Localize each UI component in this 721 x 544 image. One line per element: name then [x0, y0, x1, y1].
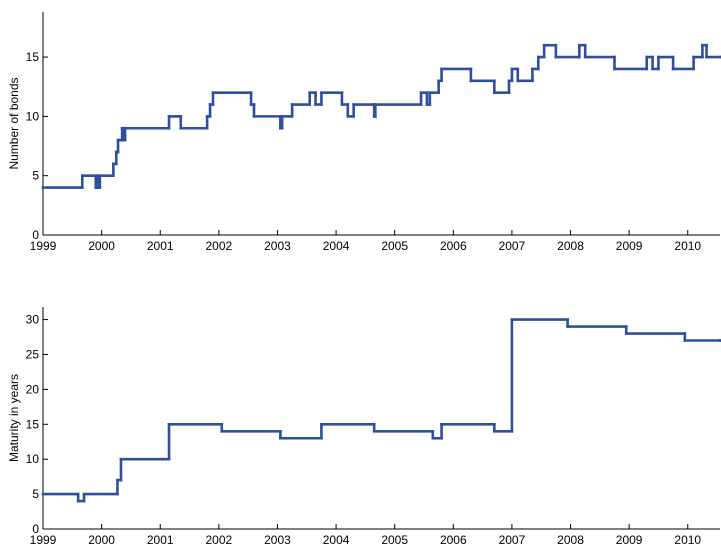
y-axis-label: Number of bonds — [7, 77, 21, 169]
y-tick-label: 20 — [26, 382, 40, 396]
y-tick-label: 5 — [32, 487, 39, 501]
x-tick-label: 2003 — [264, 533, 291, 544]
y-tick-label: 0 — [32, 228, 39, 242]
y-tick-label: 5 — [32, 169, 39, 183]
x-tick-label: 2006 — [440, 533, 467, 544]
x-tick-label: 2003 — [264, 239, 291, 253]
x-tick-label: 1999 — [30, 239, 57, 253]
x-tick-label: 2007 — [499, 533, 526, 544]
x-tick-label: 2004 — [323, 533, 350, 544]
x-tick-label: 2000 — [88, 239, 115, 253]
x-tick-label: 2004 — [323, 239, 350, 253]
x-tick-label: 1999 — [30, 533, 57, 544]
x-tick-label: 2002 — [205, 533, 232, 544]
x-tick-label: 2008 — [557, 239, 584, 253]
x-tick-label: 2000 — [88, 533, 115, 544]
x-tick-label: 2001 — [147, 239, 174, 253]
y-tick-label: 10 — [26, 109, 40, 123]
x-tick-label: 2009 — [616, 239, 643, 253]
x-tick-label: 2007 — [499, 239, 526, 253]
y-tick-label: 30 — [26, 313, 40, 327]
x-tick-label: 2006 — [440, 239, 467, 253]
y-tick-label: 0 — [32, 522, 39, 536]
x-tick-label: 2009 — [616, 533, 643, 544]
x-tick-label: 2010 — [674, 533, 701, 544]
y-tick-label: 15 — [26, 50, 40, 64]
x-tick-label: 2001 — [147, 533, 174, 544]
x-tick-label: 2002 — [205, 239, 232, 253]
step-end — [718, 55, 721, 59]
x-tick-label: 2005 — [381, 239, 408, 253]
x-tick-label: 2008 — [557, 533, 584, 544]
y-tick-label: 25 — [26, 347, 40, 361]
x-tick-label: 2010 — [674, 239, 701, 253]
y-axis-label: Maturity in years — [7, 374, 21, 462]
y-tick-label: 15 — [26, 417, 40, 431]
step-end — [718, 339, 721, 342]
x-tick-label: 2005 — [381, 533, 408, 544]
y-tick-label: 10 — [26, 452, 40, 466]
